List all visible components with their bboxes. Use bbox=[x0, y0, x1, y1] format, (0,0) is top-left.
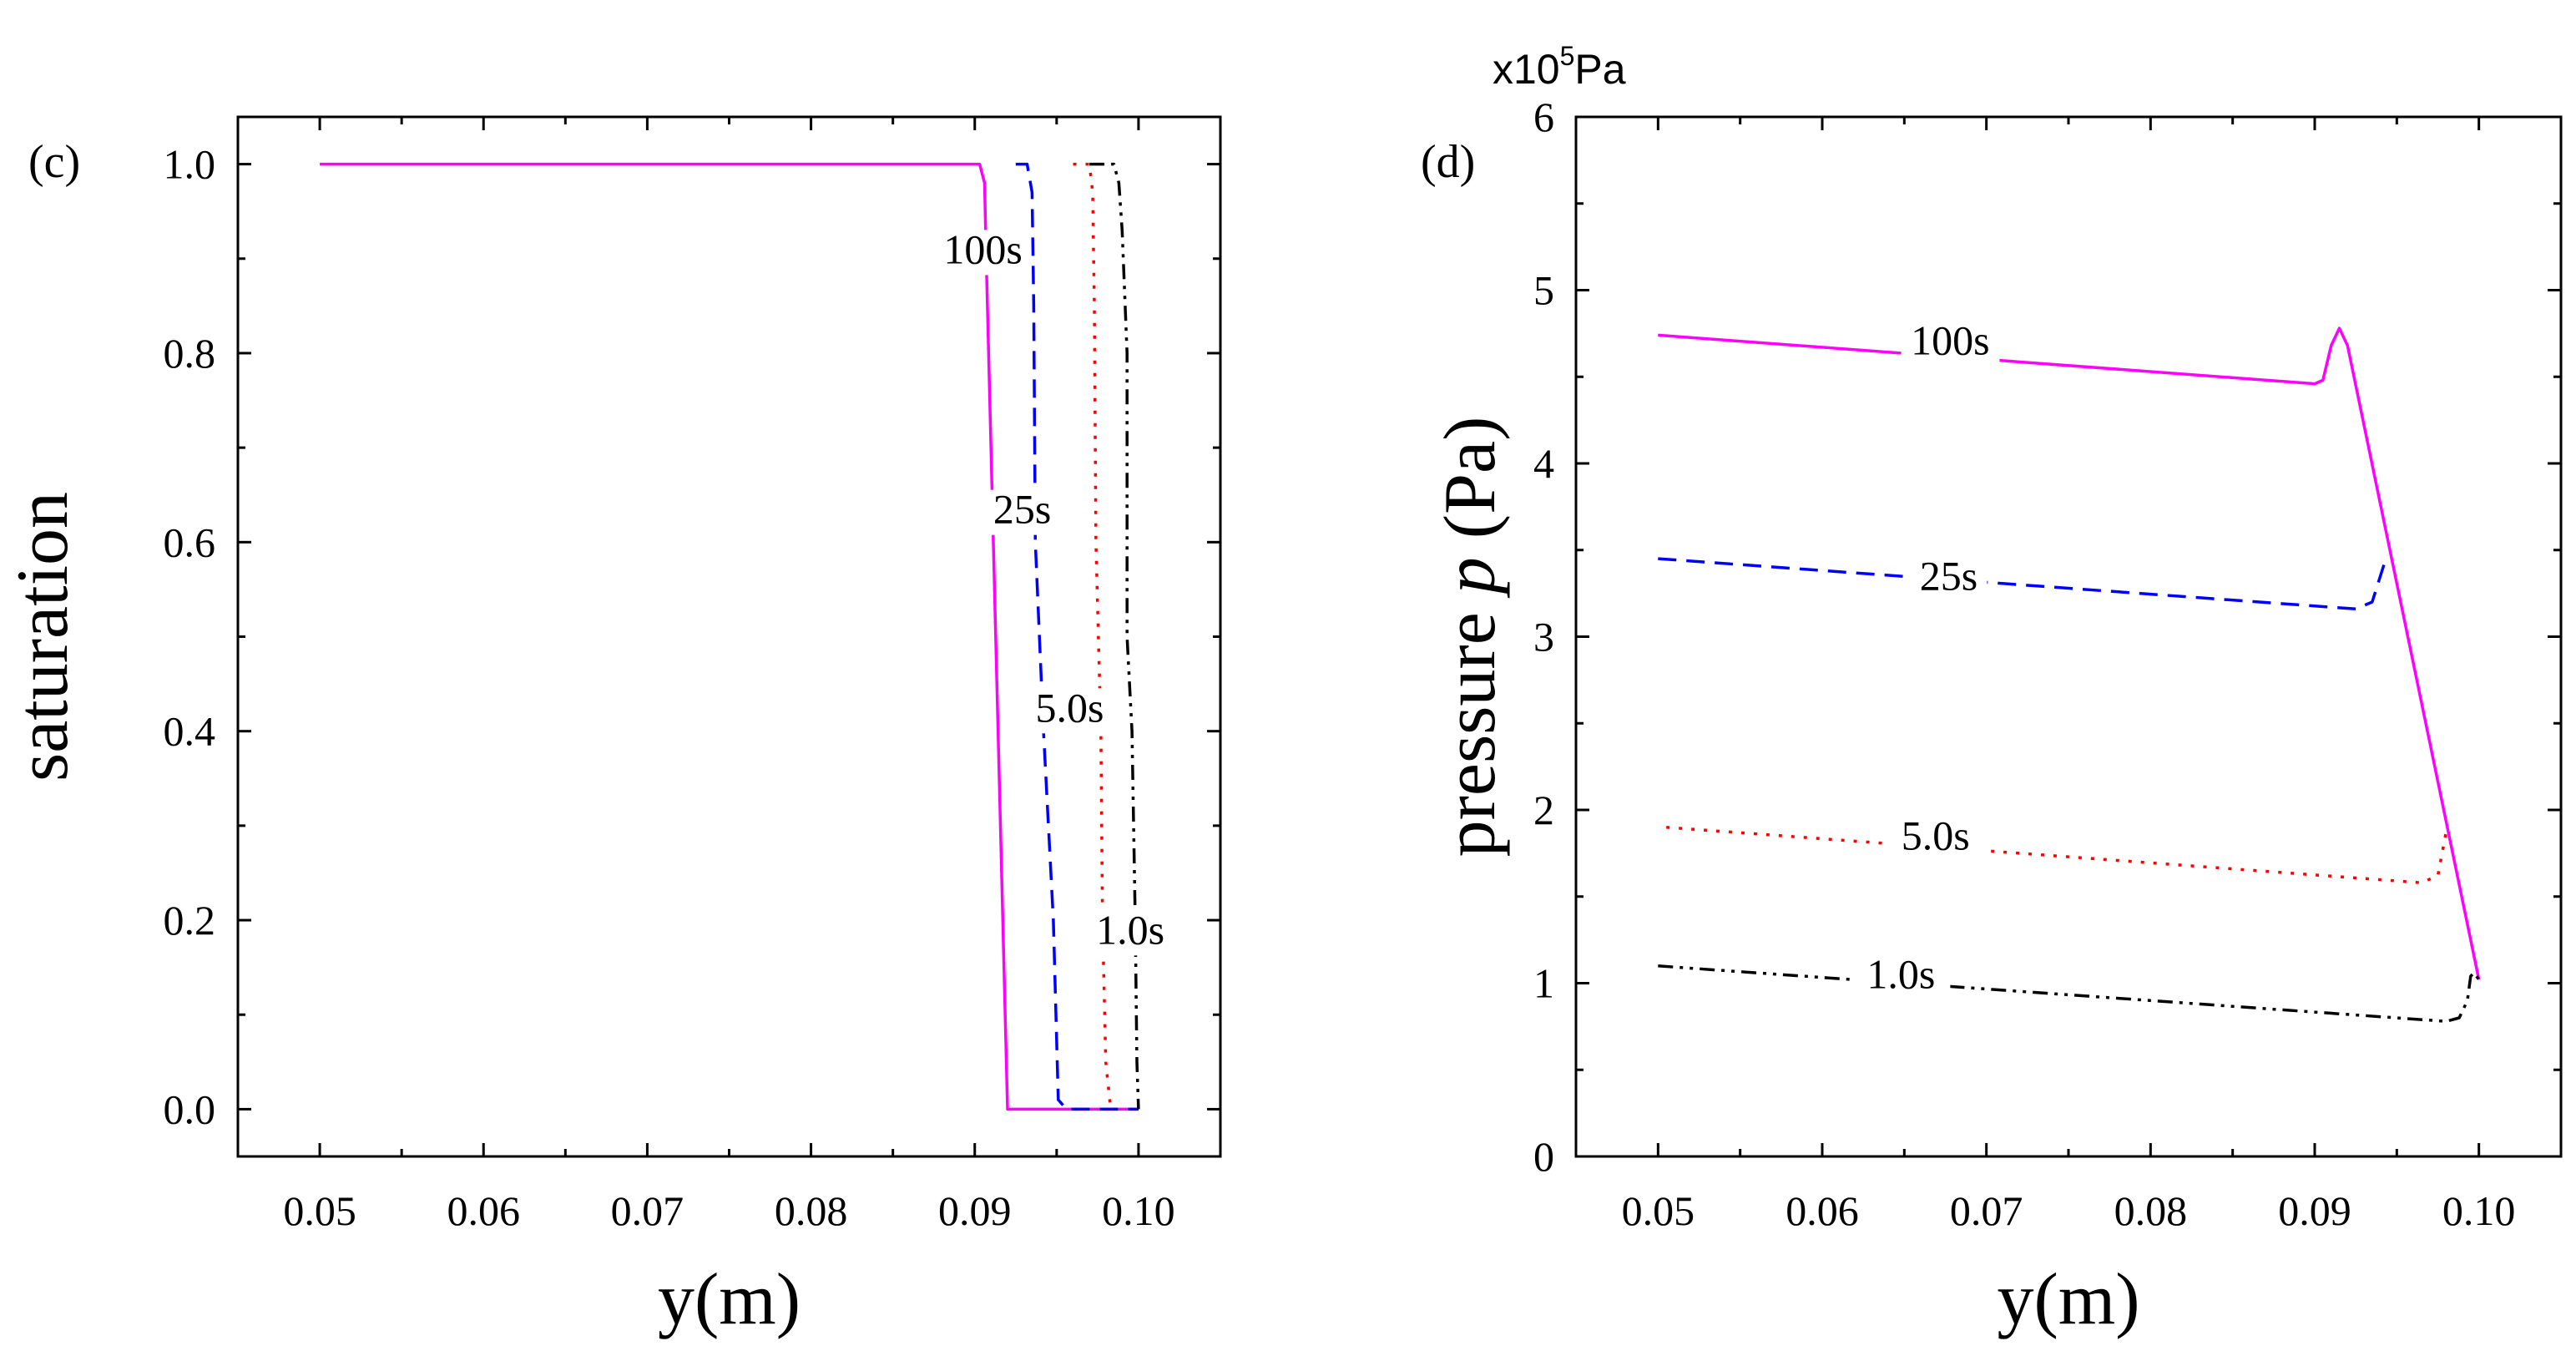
series-label-background bbox=[1081, 910, 1180, 956]
y-tick-label: 2 bbox=[1533, 787, 1554, 833]
chart-panel-c: 0.05 0.06 0.07 0.08 0.09 0.10 0.0 0.2 0.4 0.6 0.8 1… bbox=[3, 115, 1222, 1340]
series-label-background bbox=[1901, 321, 2000, 367]
y-tick-label: 1.0 bbox=[164, 141, 216, 188]
axis-scale-label: x105Pa bbox=[1493, 41, 1626, 93]
y-tick-label: 4 bbox=[1533, 440, 1554, 487]
y-axis-title-suffix: (Pa) bbox=[1430, 417, 1511, 558]
x-tick-label: 0.07 bbox=[611, 1187, 684, 1234]
axis-scale-exponent: 5 bbox=[1560, 41, 1575, 71]
x-tick-label: 0.05 bbox=[1622, 1187, 1695, 1234]
series-label-25s: 25s bbox=[993, 486, 1051, 533]
x-tick-label: 0.08 bbox=[2114, 1187, 2188, 1234]
x-tick-label: 0.08 bbox=[775, 1187, 848, 1234]
series-label-100s: 100s bbox=[1911, 316, 1989, 363]
x-axis-title: y(m) bbox=[658, 1259, 801, 1340]
series-line-100s bbox=[320, 162, 1139, 1111]
y-tick-label: 1 bbox=[1533, 960, 1554, 1007]
series-label-background bbox=[1910, 556, 1988, 602]
series-label-background bbox=[1886, 816, 1985, 862]
x-axis-title: y(m) bbox=[1997, 1259, 2139, 1340]
chart-panel-d: 0.05 0.06 0.07 0.08 0.09 0.100123456y(m)press… bbox=[1421, 41, 2563, 1340]
panel-label: (d) bbox=[1421, 136, 1475, 188]
y-axis-title: saturation bbox=[3, 492, 83, 782]
series-label-background bbox=[1851, 954, 1951, 1000]
y-axis-title: pressure p (Pa) bbox=[1430, 417, 1511, 858]
series-line-5.0s bbox=[1073, 162, 1113, 1110]
x-tick-label: 0.10 bbox=[1102, 1187, 1175, 1234]
series-label-background bbox=[1020, 688, 1119, 734]
y-tick-label: 0 bbox=[1533, 1133, 1554, 1180]
series-label-background bbox=[983, 489, 1061, 535]
y-tick-label: 0.0 bbox=[164, 1085, 216, 1132]
y-tick-label: 5 bbox=[1533, 267, 1554, 314]
series-line-1.0s bbox=[1089, 162, 1140, 1110]
x-tick-label: 0.06 bbox=[1786, 1187, 1859, 1234]
series-label-background bbox=[933, 230, 1033, 276]
series-line-1.0s bbox=[1658, 964, 2481, 1023]
y-tick-label: 0.4 bbox=[164, 708, 216, 755]
series-label-5.0s: 5.0s bbox=[1902, 812, 1970, 859]
y-tick-label: 0.6 bbox=[164, 519, 216, 565]
series-line-25s bbox=[1015, 162, 1139, 1111]
x-tick-label: 0.10 bbox=[2442, 1187, 2516, 1234]
x-tick-label: 0.07 bbox=[1950, 1187, 2023, 1234]
y-tick-label: 6 bbox=[1533, 94, 1554, 140]
panel-label: (c) bbox=[28, 136, 80, 188]
axis-scale-base: x10 bbox=[1493, 46, 1560, 93]
series-label-25s: 25s bbox=[1920, 552, 1977, 599]
series-label-1.0s: 1.0s bbox=[1866, 951, 1935, 998]
y-tick-label: 0.8 bbox=[164, 330, 216, 377]
series-line-5.0s bbox=[1666, 826, 2448, 884]
plot-frame bbox=[236, 115, 1222, 1158]
series-label-5.0s: 5.0s bbox=[1036, 684, 1104, 731]
x-tick-label: 0.09 bbox=[938, 1187, 1012, 1234]
y-axis-title-variable: p bbox=[1430, 557, 1511, 599]
plot-frame bbox=[1574, 115, 2563, 1158]
y-axis-title-prefix: pressure bbox=[1430, 594, 1511, 857]
series-label-100s: 100s bbox=[943, 225, 1022, 272]
x-tick-label: 0.05 bbox=[283, 1187, 356, 1234]
series-label-1.0s: 1.0s bbox=[1096, 906, 1164, 953]
y-tick-label: 0.2 bbox=[164, 897, 216, 944]
series-line-100s bbox=[1658, 326, 2481, 980]
axis-scale-unit: Pa bbox=[1574, 46, 1625, 93]
y-tick-label: 3 bbox=[1533, 614, 1554, 660]
x-tick-label: 0.06 bbox=[447, 1187, 521, 1234]
series-line-25s bbox=[1658, 554, 2389, 611]
x-tick-label: 0.09 bbox=[2278, 1187, 2351, 1234]
